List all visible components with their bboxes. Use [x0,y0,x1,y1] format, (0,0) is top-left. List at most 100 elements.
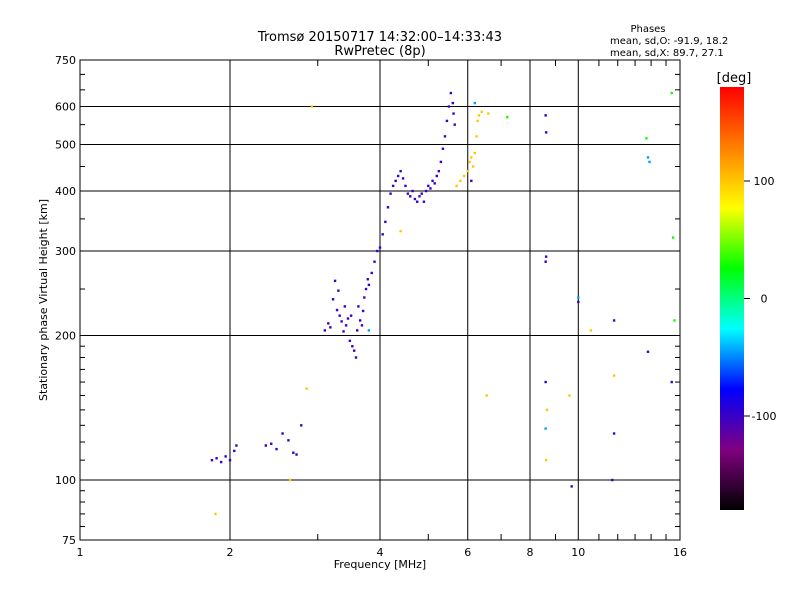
data-point [406,192,410,195]
data-point [435,174,438,178]
data-point [370,271,373,275]
data-point [477,114,481,117]
data-point [646,156,650,159]
chart-title: Tromsø 20150717 14:32:00–14:33:43 [257,30,502,45]
data-point [422,200,426,203]
data-point [470,156,473,159]
data-point [480,110,483,113]
chart-subtitle: RwPretec (8p) [334,44,425,59]
data-point [670,380,673,384]
phases-title: Phases [630,24,665,35]
data-point [473,101,477,105]
data-point [612,374,616,377]
data-point [264,444,268,447]
data-point [611,478,614,482]
y-tick-label: 400 [55,185,76,198]
data-point [343,305,347,308]
data-point [394,179,397,183]
data-point [355,329,359,332]
phases-o-stats: mean, sd,O: -91.9, 18.2 [610,36,728,47]
data-point [270,442,273,445]
data-point [354,356,358,359]
data-point [429,187,432,190]
data-point [378,246,382,249]
data-point [459,179,462,183]
data-point [235,444,238,447]
data-point [337,289,340,292]
data-point [364,287,368,291]
data-point [452,112,455,115]
y-axis-label: Stationary phase Virtual Height [km] [37,199,50,401]
data-point [344,324,348,327]
data-point [399,229,402,233]
data-point [399,169,402,173]
data-point [453,123,456,126]
y-tick-label: 300 [55,245,76,258]
data-point [487,112,490,115]
data-point [433,182,436,185]
data-point [381,233,384,236]
data-point [335,308,339,312]
data-point [455,184,458,188]
data-point [384,220,387,224]
y-tick-label: 75 [62,534,76,547]
data-point [447,105,451,108]
data-point [228,458,232,462]
data-point [670,91,673,95]
data-point [441,147,445,150]
phases-x-stats: mean, sd,X: 89.7, 27.1 [610,48,724,59]
data-point [673,319,676,322]
data-point [404,184,407,188]
data-point [449,91,453,95]
y-tick-label: 500 [55,139,76,152]
data-point [210,458,214,462]
data-point [305,387,308,390]
data-point [415,200,419,203]
data-point [300,424,303,427]
data-point [346,317,350,320]
colorbar-tick-label: 100 [754,175,775,188]
data-point [310,105,314,108]
data-point [544,255,548,258]
y-tick-label: 200 [55,330,76,343]
grid-lines [80,60,680,540]
data-point [396,174,400,178]
x-tick-label: 16 [673,546,687,559]
data-point [473,151,477,155]
data-point [451,101,455,105]
data-point [333,279,337,283]
colorbar-tick-label: 0 [761,293,768,306]
data-point [411,189,414,193]
data-point [544,260,547,263]
data-point [367,283,371,287]
data-point [329,326,332,329]
data-point [420,192,423,195]
data-point [288,478,292,482]
data-point [577,296,580,299]
data-point [401,177,405,180]
data-point [671,236,675,239]
data-point [348,339,352,343]
data-point [424,189,428,193]
data-point [342,330,345,333]
data-point [471,165,475,168]
data-point [215,457,218,460]
data-point [612,432,616,435]
data-point [612,319,616,322]
data-point [214,512,217,516]
colorbar-label: [deg] [717,71,752,86]
plot-frame [79,59,681,541]
data-point [443,135,447,138]
data-point [295,453,298,456]
data-point [224,455,227,458]
data-point [648,160,651,164]
colorbar-ticks: 100 0 -100 [744,175,776,423]
data-point [570,485,573,488]
data-point [545,408,549,412]
data-point [357,305,360,308]
data-point [437,169,441,173]
x-tick-label: 4 [377,546,384,559]
data-point [360,324,364,327]
x-tick-label: 2 [227,546,234,559]
